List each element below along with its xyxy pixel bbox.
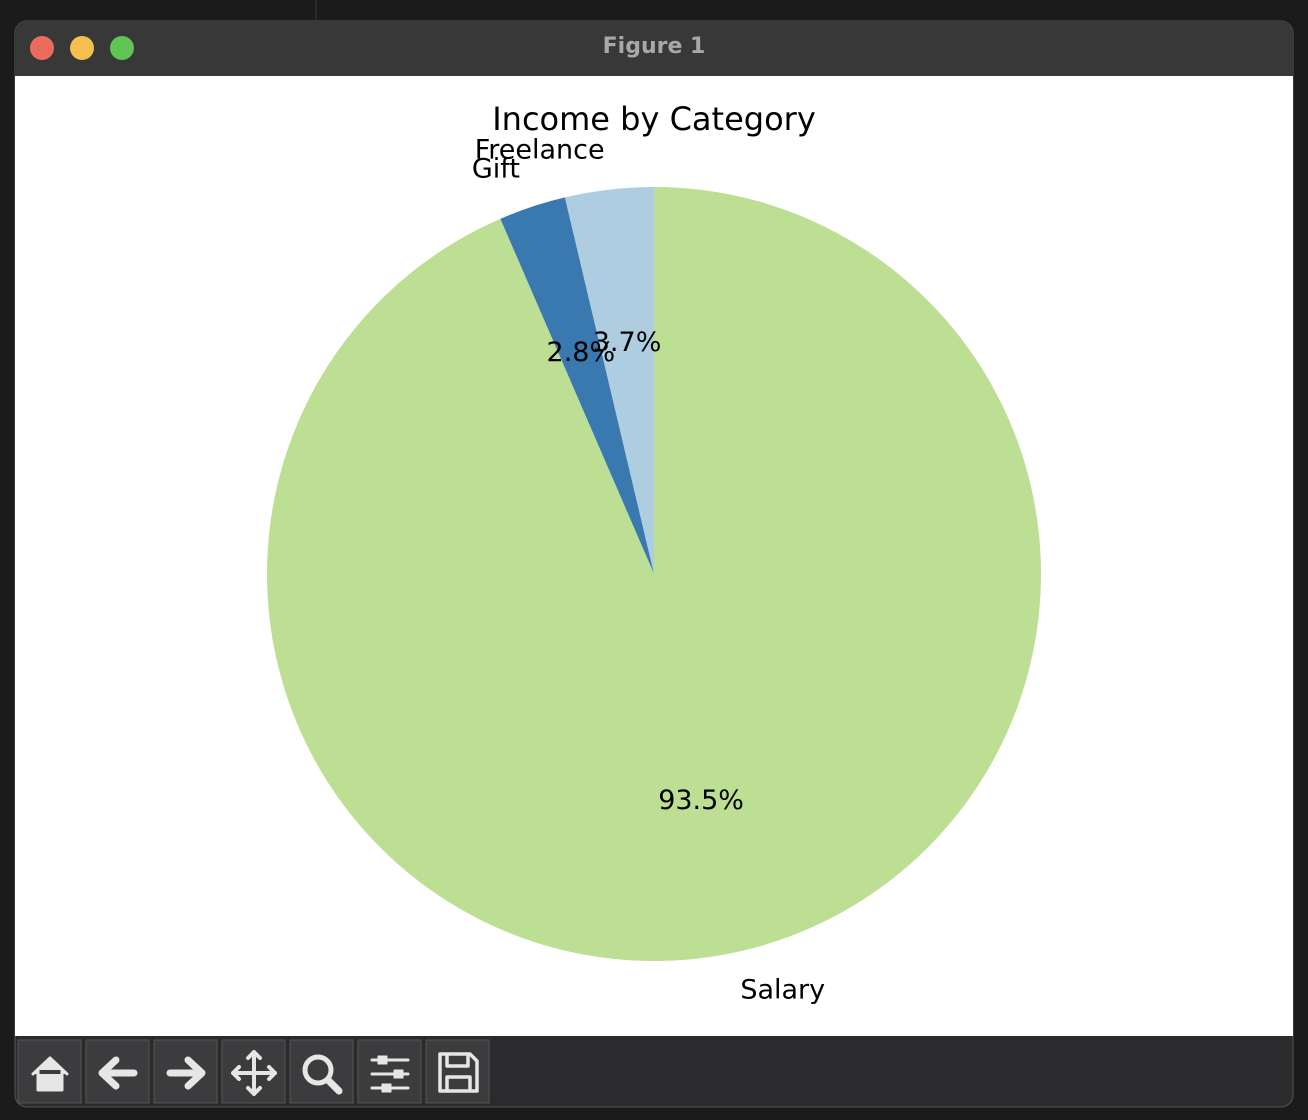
percent-label: 2.8% <box>547 337 616 368</box>
slice-label: Salary <box>740 974 825 1005</box>
save-button[interactable] <box>425 1039 490 1104</box>
percent-label: 3.7% <box>593 327 662 358</box>
forward-button[interactable] <box>153 1039 218 1104</box>
zoom-rect-button[interactable] <box>289 1039 354 1104</box>
percent-label: 93.5% <box>658 785 744 816</box>
chart-title: Income by Category <box>492 100 816 138</box>
home-icon <box>31 1056 69 1092</box>
title-bar <box>15 21 1293 76</box>
pie-slice <box>500 197 654 574</box>
zoom-button[interactable] <box>110 36 134 60</box>
pie-slice <box>564 187 654 574</box>
minimize-button[interactable] <box>70 36 94 60</box>
zoom-icon <box>302 1054 334 1086</box>
slice-label: Gift <box>472 153 520 184</box>
home-button[interactable] <box>17 1039 82 1104</box>
window-title: Figure 1 <box>603 34 706 59</box>
editor-divider <box>315 0 317 20</box>
back-icon <box>98 1056 138 1090</box>
zoom-icon-handle <box>324 1076 343 1095</box>
slider-knob <box>393 1069 404 1079</box>
close-button[interactable] <box>30 36 54 60</box>
slider-knob <box>381 1083 392 1093</box>
toolbar <box>17 1039 490 1104</box>
pie-slice <box>266 187 1042 961</box>
slider-knob <box>377 1055 388 1065</box>
configure-button[interactable] <box>357 1039 422 1104</box>
slice-label: Freelance <box>475 135 605 166</box>
forward-icon <box>166 1056 206 1090</box>
pan-icon <box>231 1050 277 1096</box>
save-icon <box>438 1052 479 1093</box>
